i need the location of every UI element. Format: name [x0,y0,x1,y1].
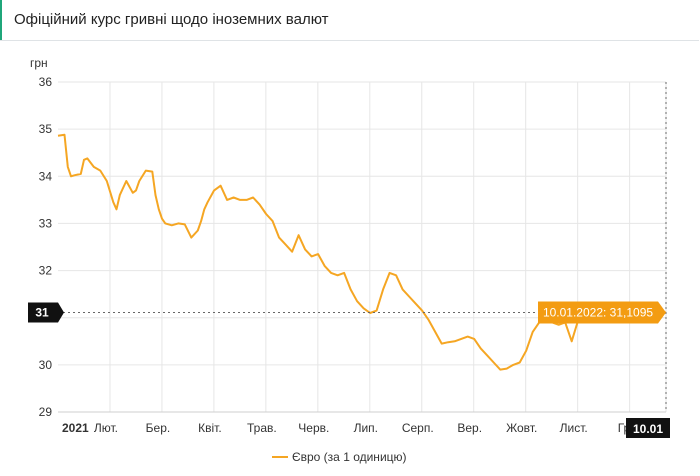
x-tick-label: 2021 [62,421,89,435]
page-header: Офіційний курс гривні щодо іноземних вал… [0,0,699,41]
y-tick-label: 29 [39,405,53,419]
series-layer [57,133,666,371]
x-tick-label: Трав. [247,421,277,435]
x-tick-label: Бер. [146,421,171,435]
y-tick-label: 36 [39,75,53,89]
header-accent [0,0,2,40]
y-axis-ticks: 2930313233343536 [39,75,53,419]
y-tick-label: 32 [39,264,53,278]
x-tick-label: Серп. [402,421,434,435]
y-tick-label: 35 [39,122,53,136]
x-tick-label: Лист. [560,421,588,435]
legend-label: Євро (за 1 одиницю) [292,450,407,464]
y-tick-label: 33 [39,216,53,230]
x-tick-label: Вер. [457,421,482,435]
page-title: Офіційний курс гривні щодо іноземних вал… [14,11,329,28]
x-axis-ticks: 2021 Лют. Бер. Квіт. Трав. Черв. Лип. Серп. Вер.… [62,421,634,435]
x-marker-box [626,418,670,438]
y-axis-label: грн [30,56,48,70]
series-line-euro [57,133,666,371]
x-tick-label: Черв. [298,421,329,435]
x-tick-label: Жовт. [506,421,537,435]
x-tick-label: Лют. [94,421,118,435]
crosshair: 31 10.01 10.01.2022: 31,1095 [28,82,670,438]
x-marker-label: 10.01 [633,422,663,436]
tooltip-text: 10.01.2022: 31,1095 [543,306,653,320]
chart-grid [58,81,667,413]
tooltip-box [538,301,666,324]
y-tick-label: 34 [39,169,53,183]
chart-legend[interactable]: Євро (за 1 одиницю) [272,450,407,464]
y-tick-label: 30 [39,358,53,372]
y-marker-label: 31 [35,306,49,320]
x-tick-label: Квіт. [198,421,222,435]
y-marker-box [28,302,64,323]
x-tick-label: Лип. [354,421,378,435]
